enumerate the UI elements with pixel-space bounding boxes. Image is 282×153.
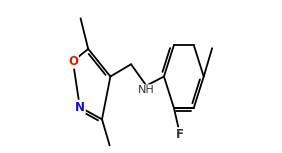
Text: O: O xyxy=(68,55,78,68)
Text: F: F xyxy=(176,128,184,141)
Text: NH: NH xyxy=(138,85,155,95)
Text: N: N xyxy=(75,101,85,114)
